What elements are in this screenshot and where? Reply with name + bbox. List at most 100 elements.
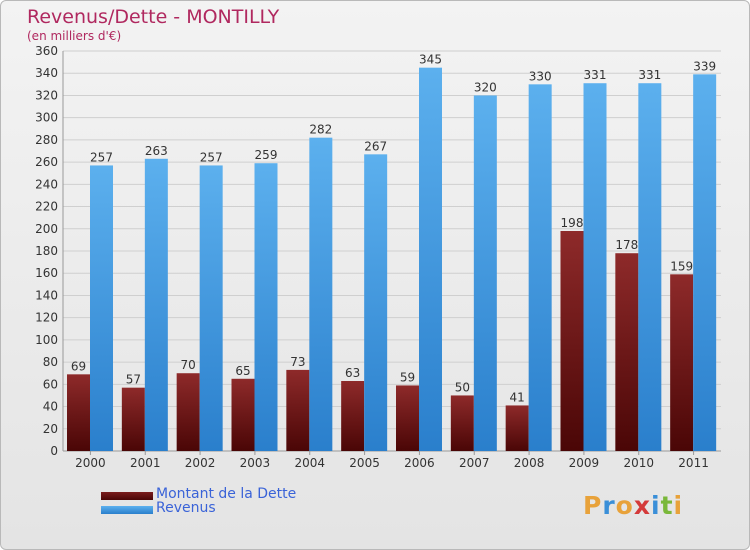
bar-revenue: [528, 84, 552, 451]
bar-debt: [670, 274, 694, 451]
y-tick-label: 300: [35, 111, 58, 125]
data-label-debt: 59: [400, 370, 415, 384]
bar-revenue: [254, 163, 278, 451]
x-tick-label: 2003: [240, 456, 271, 470]
logo-letter: x: [633, 491, 651, 520]
data-label-debt: 63: [345, 366, 360, 380]
bar-debt: [67, 374, 90, 451]
x-tick-label: 2004: [294, 456, 325, 470]
x-tick-label: 2000: [75, 456, 106, 470]
bar-revenue: [693, 74, 717, 451]
y-tick-label: 0: [50, 444, 58, 458]
data-label-debt: 178: [615, 238, 638, 252]
data-label-revenue: 259: [255, 148, 278, 162]
y-tick-label: 180: [35, 244, 58, 258]
x-tick-label: 2007: [459, 456, 490, 470]
y-tick-label: 20: [43, 422, 58, 436]
y-tick-label: 100: [35, 333, 58, 347]
logo-letter: r: [602, 491, 616, 520]
legend-label-revenue: Revenus: [156, 500, 216, 516]
x-tick-label: 2008: [514, 456, 545, 470]
bar-debt: [560, 231, 584, 451]
data-label-debt: 69: [71, 359, 86, 373]
bar-revenue: [309, 137, 333, 451]
logo-letter: i: [673, 491, 684, 520]
data-label-revenue: 257: [200, 150, 223, 164]
data-labels: 69 257 57 263 70 257 65 259 73 282 63 267 59 345 50 320…: [71, 53, 716, 405]
logo-letter: o: [615, 491, 634, 520]
bar-debt: [286, 369, 310, 451]
legend-swatch-debt: [101, 492, 153, 500]
legend-label-debt: Montant de la Dette: [156, 486, 297, 502]
logo-letter: P: [583, 491, 603, 520]
data-label-revenue: 330: [529, 69, 552, 83]
bar-revenue: [144, 158, 168, 451]
y-tick-label: 340: [35, 66, 58, 80]
data-label-debt: 50: [455, 380, 470, 394]
bar-debt: [396, 385, 419, 451]
data-label-revenue: 263: [145, 144, 168, 158]
bar-revenue: [419, 67, 442, 452]
y-tick-label: 160: [35, 266, 58, 280]
data-label-debt: 198: [561, 216, 584, 230]
proxiti-logo: Proxiti: [583, 491, 683, 520]
bar-debt: [505, 405, 529, 451]
y-tick-label: 360: [35, 44, 58, 58]
data-label-revenue: 331: [584, 68, 607, 82]
bars: [67, 67, 717, 452]
y-tick-label: 320: [35, 88, 58, 102]
y-tick-label: 120: [35, 311, 58, 325]
y-tick-label: 40: [43, 400, 58, 414]
data-label-revenue: 345: [419, 53, 442, 67]
y-tick-label: 80: [43, 355, 58, 369]
x-axis-ticks: 2000 2001 2002 2003 2004 2005 2006 2007 2008 2009…: [75, 451, 709, 470]
logo-letter: t: [660, 491, 674, 520]
bar-debt: [121, 387, 145, 451]
data-label-revenue: 267: [364, 139, 387, 153]
x-tick-label: 2002: [185, 456, 216, 470]
bar-debt: [615, 253, 639, 451]
bar-revenue: [199, 165, 223, 451]
logo-letter: i: [651, 491, 661, 520]
data-label-debt: 65: [235, 364, 250, 378]
gridlines: [62, 50, 721, 452]
y-axis-ticks: 0 20 40 60 80 100 120 140 160 180 200 220 240 260 280 3…: [35, 44, 58, 458]
bar-revenue: [90, 165, 113, 451]
data-label-revenue: 282: [309, 123, 332, 137]
bar-debt: [341, 381, 365, 451]
data-label-debt: 41: [510, 390, 525, 404]
chart-subtitle: (en milliers d'€): [27, 29, 122, 43]
data-label-debt: 70: [181, 358, 196, 372]
x-tick-label: 2010: [623, 456, 654, 470]
chart-title: Revenus/Dette - MONTILLY: [27, 6, 280, 28]
y-tick-label: 240: [35, 177, 58, 191]
data-label-debt: 57: [126, 373, 141, 387]
bar-revenue: [583, 83, 607, 451]
data-label-revenue: 257: [90, 150, 113, 164]
bar-debt: [231, 378, 255, 451]
bar-revenue: [364, 154, 388, 452]
x-tick-label: 2011: [678, 456, 709, 470]
x-tick-label: 2001: [130, 456, 161, 470]
y-tick-label: 280: [35, 133, 58, 147]
data-label-revenue: 320: [474, 80, 497, 94]
y-tick-label: 140: [35, 288, 58, 302]
y-tick-label: 220: [35, 200, 58, 214]
y-tick-label: 60: [43, 377, 58, 391]
bar-revenue: [473, 95, 497, 451]
x-tick-label: 2005: [349, 456, 380, 470]
data-label-revenue: 339: [693, 59, 716, 73]
bar-revenue: [638, 83, 662, 451]
bar-debt: [450, 395, 474, 451]
data-label-debt: 159: [670, 259, 693, 273]
data-label-revenue: 331: [638, 68, 661, 82]
legend-swatch-revenue: [101, 506, 153, 514]
x-tick-label: 2006: [404, 456, 435, 470]
y-tick-label: 260: [35, 155, 58, 169]
bar-debt: [176, 373, 200, 451]
data-label-debt: 73: [290, 355, 305, 369]
x-tick-label: 2009: [569, 456, 600, 470]
y-tick-label: 200: [35, 222, 58, 236]
